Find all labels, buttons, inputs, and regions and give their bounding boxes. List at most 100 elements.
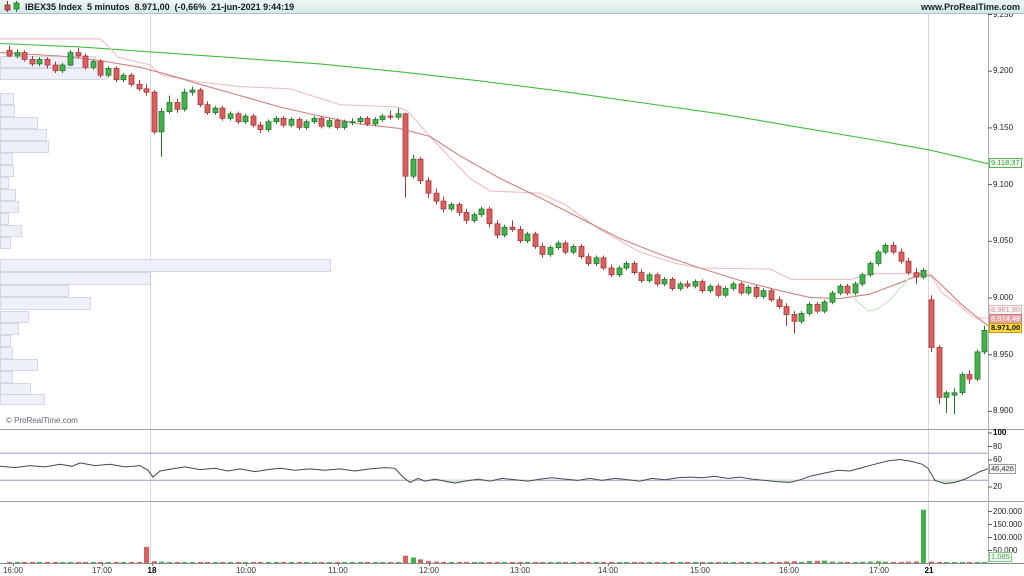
candle-down: [791, 314, 798, 322]
volume-bar: [655, 562, 660, 563]
rsi-panel-area[interactable]: [0, 430, 988, 501]
candle-down: [913, 272, 920, 278]
price-axis-area[interactable]: [989, 14, 1024, 563]
main-chart-area[interactable]: [0, 14, 988, 429]
candle-down: [29, 59, 36, 65]
candle-up: [616, 267, 623, 276]
volume-bar: [411, 557, 416, 563]
volume-bar: [921, 509, 926, 563]
candle-up: [677, 283, 684, 289]
volume-bar: [502, 562, 507, 563]
volume-bar: [472, 562, 477, 563]
volume-bar: [822, 560, 827, 563]
volume-bar: [76, 562, 81, 563]
volume-profile-bar: [0, 129, 47, 141]
candle-up: [212, 107, 219, 113]
volume-bar: [540, 562, 545, 563]
candle-down: [578, 246, 585, 258]
volume-bar: [243, 562, 248, 563]
volume-profile-bar: [0, 237, 11, 249]
candle-down: [174, 102, 181, 110]
instrument-name: IBEX35 Index: [25, 1, 83, 12]
ma-green-price-label: 9.118,37: [989, 158, 1022, 168]
volume-bar: [937, 561, 942, 563]
volume-bar: [144, 546, 149, 563]
volume-bar: [548, 562, 553, 563]
volume-bar: [365, 562, 370, 563]
candle-up: [341, 121, 348, 128]
volume-bar: [883, 561, 888, 563]
candle-down: [715, 285, 722, 296]
change-percent: (-0,66%: [174, 1, 207, 12]
volume-bar: [876, 561, 881, 563]
volume-bar: [182, 562, 187, 563]
volume-bar: [220, 562, 225, 563]
volume-bar: [533, 562, 538, 563]
volume-bar: [838, 561, 843, 563]
candle-up: [265, 121, 272, 130]
green-candle-icon: [13, 1, 20, 12]
volume-profile-bar: [0, 297, 91, 310]
volume-bar: [624, 562, 629, 563]
volume-bar: [342, 562, 347, 563]
candle-up: [59, 64, 66, 72]
volume-bar: [37, 562, 42, 563]
volume-profile-bar: [0, 213, 9, 225]
volume-bar: [106, 562, 111, 563]
candle-down: [75, 52, 82, 57]
candle-down: [539, 246, 546, 255]
candle-down: [21, 52, 28, 60]
volume-bar: [68, 562, 73, 563]
candle-down: [517, 229, 524, 242]
volume-profile-bar: [0, 347, 13, 359]
candle-down: [52, 64, 59, 72]
candle-up: [410, 158, 417, 177]
volume-bar: [441, 561, 446, 563]
volume-bar: [601, 562, 606, 563]
volume-bar: [906, 561, 911, 563]
candle-up: [501, 226, 508, 236]
volume-bar: [45, 562, 50, 563]
volume-bar: [853, 562, 858, 563]
website-watermark: www.ProRealTime.com: [920, 1, 1020, 12]
candle-up: [981, 329, 988, 353]
candle-up: [379, 115, 386, 120]
volume-bar: [388, 562, 393, 563]
volume-bar: [899, 561, 904, 563]
volume-bar: [114, 562, 119, 563]
candle-up: [959, 374, 966, 394]
candle-down: [433, 192, 440, 202]
time-axis-area[interactable]: [0, 564, 1024, 576]
volume-profile-bar: [0, 201, 19, 213]
last-price-axis-label: 8.971,00: [989, 323, 1023, 333]
volume-profile-bar: [0, 359, 38, 371]
volume-bar: [22, 562, 27, 563]
candle-up: [120, 74, 127, 81]
candle-up: [36, 59, 43, 65]
last-price-title: 8.971,00: [134, 1, 170, 12]
volume-panel-area[interactable]: [0, 502, 988, 563]
candle-down: [768, 290, 775, 301]
volume-bar: [121, 562, 126, 563]
candle-up: [875, 251, 882, 264]
volume-bar: [319, 562, 324, 563]
volume-bar: [617, 562, 622, 563]
ma-line-long-green: [0, 42, 989, 165]
volume-bar: [373, 562, 378, 563]
volume-bar: [205, 562, 210, 563]
candle-up: [570, 246, 577, 253]
volume-bar: [198, 562, 203, 563]
volume-bar: [586, 562, 591, 563]
candle-up: [524, 233, 531, 242]
volume-profile-bar: [0, 117, 38, 129]
volume-profile-bar: [0, 311, 29, 323]
candle-up: [349, 121, 356, 124]
red-candle-icon: [4, 1, 11, 12]
title-bar: IBEX35 Index 5 minutos 8.971,00 (-0,66% …: [0, 0, 1024, 14]
volume-profile-bar: [0, 93, 14, 105]
volume-bar: [258, 562, 263, 563]
candle-up: [158, 111, 165, 133]
volume-bar: [700, 562, 705, 563]
